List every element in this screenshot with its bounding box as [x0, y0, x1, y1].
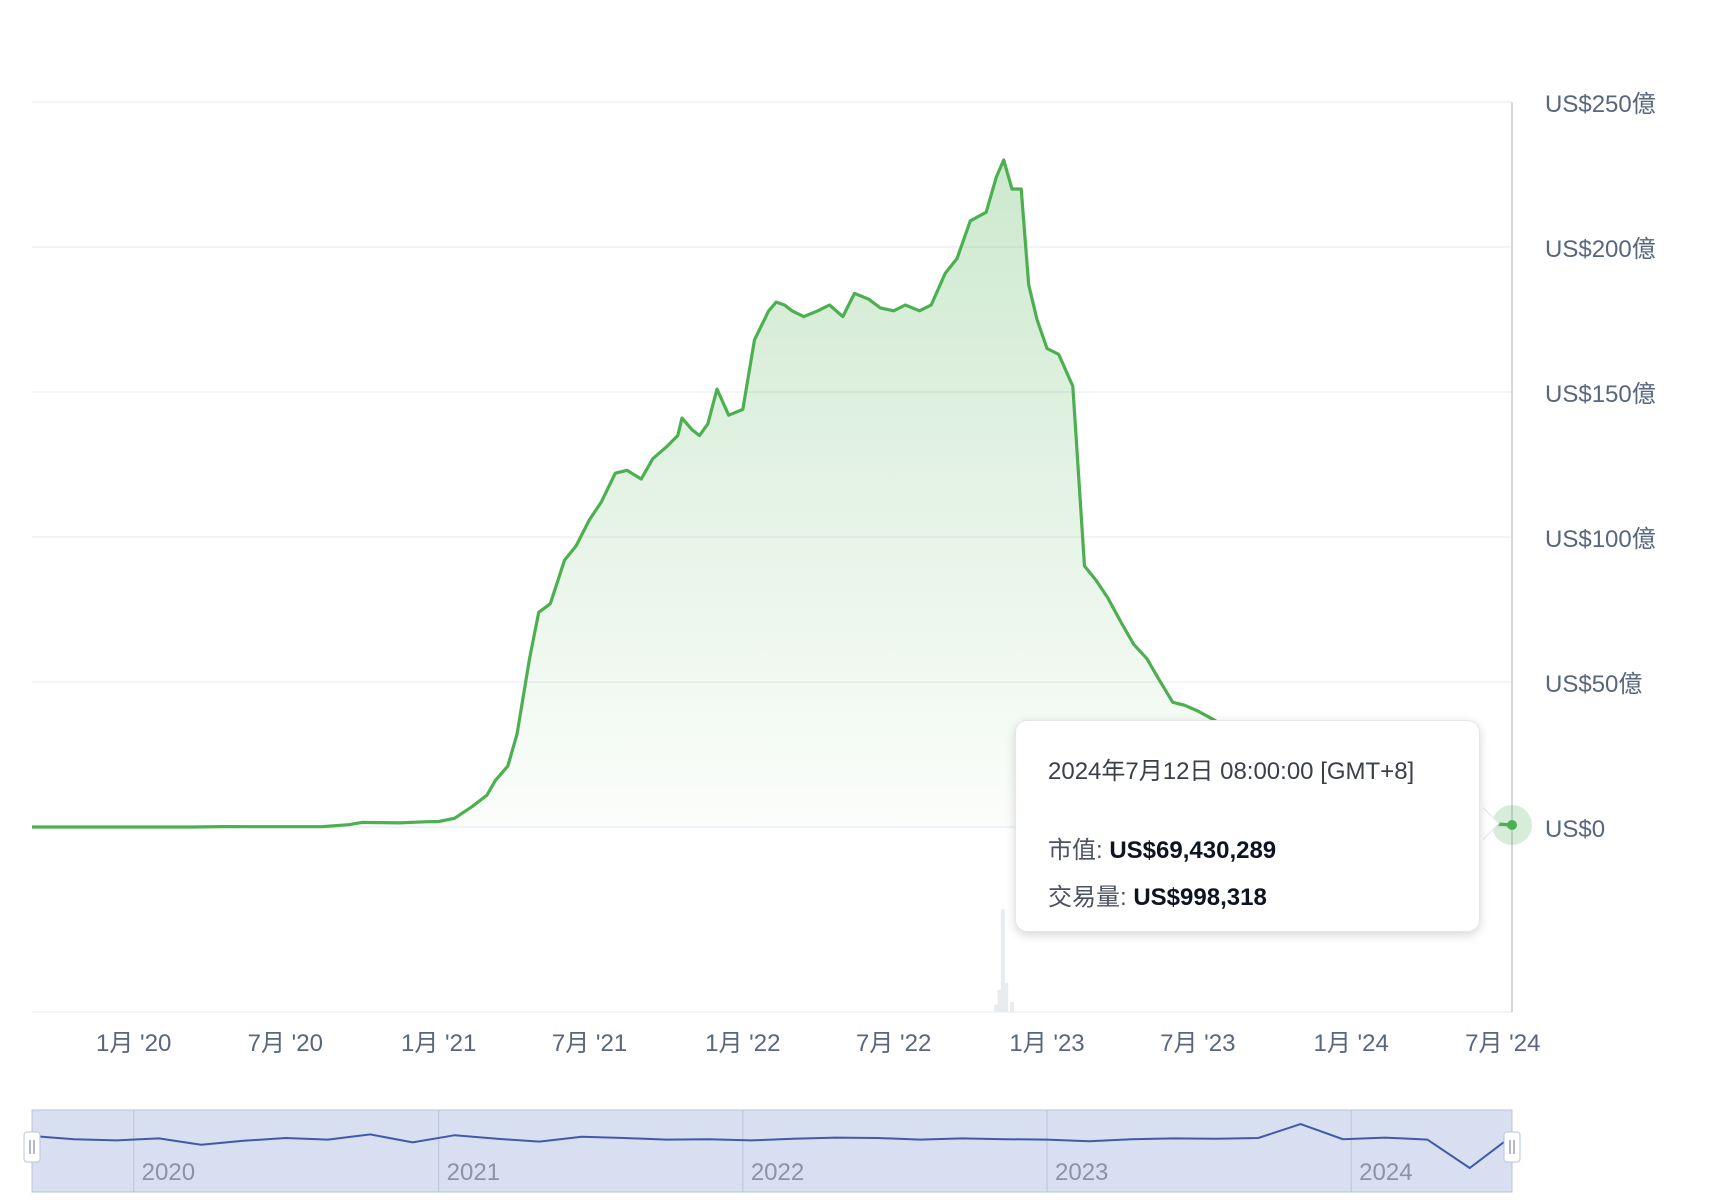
volume-bar [1010, 1002, 1014, 1012]
navigator-year-label: 2024 [1359, 1159, 1412, 1186]
x-tick-label: 7月 '20 [248, 1030, 323, 1057]
market-cap-line [32, 158, 1513, 829]
x-tick-label: 7月 '23 [1160, 1030, 1235, 1057]
tooltip-market-cap-row: 市值: US$69,430,289 [1048, 830, 1447, 865]
tooltip-market-cap-value: US$69,430,289 [1109, 837, 1277, 864]
x-tick-label: 1月 '24 [1314, 1030, 1389, 1057]
x-tick-label: 7月 '24 [1465, 1030, 1540, 1057]
navigator-year-label: 2022 [751, 1159, 804, 1186]
market-cap-area [32, 160, 1512, 827]
volume-bar [1004, 982, 1009, 1012]
x-tick-label: 1月 '22 [705, 1030, 780, 1057]
y-tick-label: US$50億 [1545, 671, 1642, 698]
navigator-year-label: 2021 [447, 1159, 500, 1186]
y-tick-label: US$200億 [1545, 236, 1656, 263]
tooltip-volume-row: 交易量: US$998,318 [1048, 877, 1447, 912]
x-tick-label: 1月 '20 [96, 1030, 171, 1057]
x-tick-label: 7月 '22 [856, 1030, 931, 1057]
navigator-right-handle[interactable] [1503, 1131, 1521, 1163]
x-tick-label: 1月 '23 [1009, 1030, 1084, 1057]
tooltip-date: 2024年7月12日 08:00:00 [GMT+8] [1048, 758, 1415, 785]
y-tick-label: US$100億 [1545, 526, 1656, 553]
volume-bar [997, 990, 1002, 1012]
navigator-year-label: 2020 [142, 1159, 195, 1186]
hover-point [1507, 819, 1517, 830]
tooltip-volume-value: US$998,318 [1133, 884, 1267, 911]
y-tick-label: US$0 [1545, 816, 1605, 843]
tooltip-market-cap-label: 市值: [1048, 837, 1110, 864]
chart-tooltip: 2024年7月12日 08:00:00 [GMT+8] 市值: US$69,43… [1015, 720, 1480, 932]
volume-bar [994, 1004, 999, 1012]
navigator-left-handle[interactable] [23, 1131, 41, 1163]
x-tick-label: 7月 '21 [552, 1030, 627, 1057]
navigator-line [31, 1122, 1513, 1170]
y-tick-label: US$250億 [1545, 91, 1656, 118]
x-tick-label: 1月 '21 [401, 1030, 476, 1057]
navigator-range [31, 1109, 1513, 1193]
navigator-year-label: 2023 [1055, 1159, 1108, 1186]
y-tick-label: US$150億 [1545, 381, 1656, 408]
tooltip-volume-label: 交易量: [1048, 884, 1134, 911]
volume-bar [1000, 909, 1005, 1012]
